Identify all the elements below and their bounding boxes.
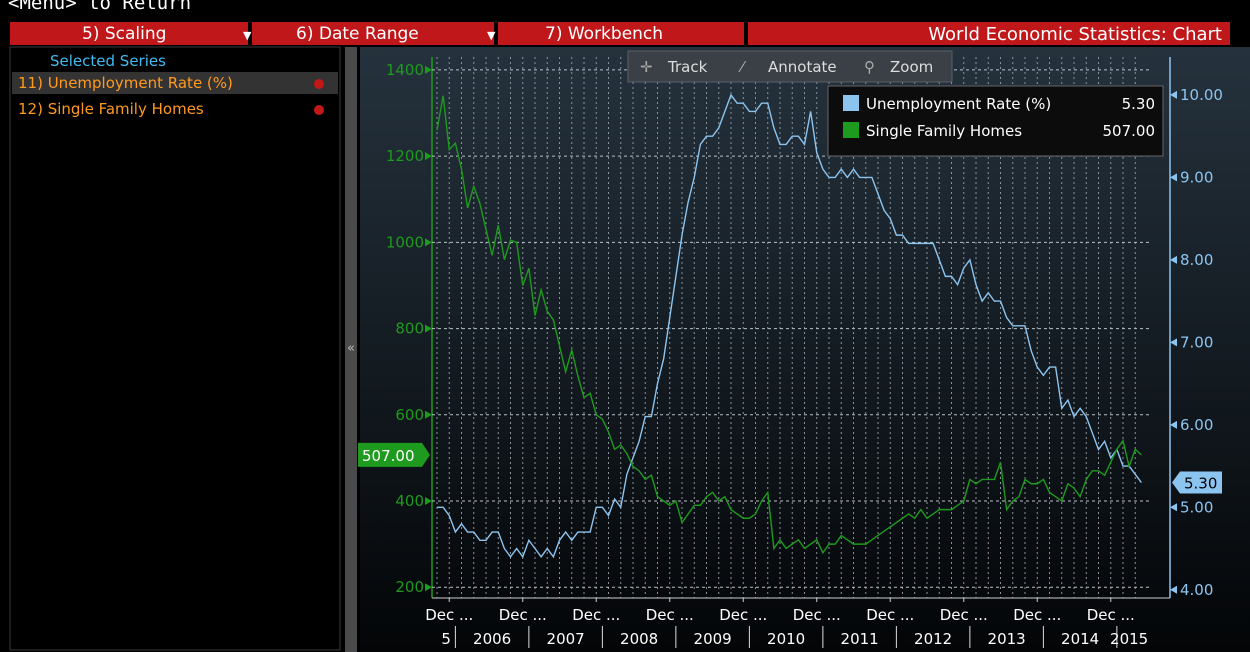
title-bar	[748, 22, 1230, 45]
y2-tick	[1170, 173, 1177, 182]
legend-swatch	[843, 95, 859, 111]
value-tag-label: 5.30	[1184, 475, 1217, 493]
toolbar-button[interactable]: Track	[667, 58, 708, 76]
value-tag	[1172, 471, 1222, 494]
y2-tick-label: 8.00	[1180, 251, 1213, 269]
menu-button[interactable]	[10, 22, 248, 45]
window-title: World Economic Statistics: Chart	[928, 24, 1222, 45]
year-label: 2006	[473, 630, 511, 648]
toolbar-button[interactable]: Annotate	[768, 58, 837, 76]
legend	[827, 85, 1164, 157]
y2-tick-label: 10.00	[1180, 86, 1223, 104]
y2-tick	[1170, 255, 1177, 264]
top-hint: <Menu> to Return	[8, 0, 191, 14]
menu-label[interactable]: 6) Date Range	[296, 24, 419, 44]
y-tick	[425, 152, 432, 161]
year-label: 2015	[1110, 630, 1148, 648]
value-tag-label: 507.00	[362, 447, 415, 465]
remove-icon[interactable]	[314, 79, 324, 89]
x-tick-label: Dec ...	[1087, 606, 1135, 624]
y-tick	[425, 324, 432, 333]
y-tick-label: 200	[395, 578, 424, 596]
year-label: 2008	[620, 630, 658, 648]
remove-icon[interactable]	[314, 105, 324, 115]
x-tick-label: Dec ...	[719, 606, 767, 624]
y-tick	[425, 238, 432, 247]
y2-tick-label: 5.00	[1180, 498, 1213, 516]
y2-tick	[1170, 90, 1177, 99]
y-tick	[425, 65, 432, 74]
year-label: 2010	[767, 630, 805, 648]
year-label: 2007	[547, 630, 585, 648]
legend-value: 507.00	[1103, 122, 1156, 140]
annotate-icon[interactable]: ⁄	[738, 58, 747, 76]
x-tick-label: Dec ...	[425, 606, 473, 624]
year-label: 5	[441, 630, 451, 648]
sidebar-header: Selected Series	[50, 52, 166, 70]
y2-tick-label: 7.00	[1180, 333, 1213, 351]
toolbar-button[interactable]: Zoom	[890, 58, 933, 76]
y-tick-label: 400	[395, 492, 424, 510]
legend-value: 5.30	[1122, 95, 1155, 113]
toolbar	[627, 50, 953, 83]
y-tick-label: 1400	[386, 61, 424, 79]
zoom-icon[interactable]: ⚲	[864, 58, 875, 76]
menu-button[interactable]	[498, 22, 744, 45]
series-item[interactable]: 12) Single Family Homes	[18, 100, 204, 118]
y-tick-label: 800	[395, 320, 424, 338]
selected-row[interactable]	[12, 72, 338, 94]
x-tick-label: Dec ...	[866, 606, 914, 624]
splitter[interactable]	[345, 47, 357, 652]
legend-label: Single Family Homes	[866, 122, 1022, 140]
legend-label: Unemployment Rate (%)	[866, 95, 1051, 113]
dropdown-arrow[interactable]: ▼	[243, 29, 252, 42]
y2-tick	[1170, 338, 1177, 347]
y2-tick	[1170, 420, 1177, 429]
dropdown-arrow[interactable]: ▼	[487, 29, 496, 42]
series-line	[436, 95, 1142, 555]
series-line	[437, 93, 1142, 559]
series-item[interactable]: 11) Unemployment Rate (%)	[18, 74, 233, 92]
sidebar	[9, 46, 341, 651]
menu-label[interactable]: 7) Workbench	[545, 24, 663, 44]
y-tick	[425, 497, 432, 506]
year-label: 2014	[1061, 630, 1099, 648]
x-tick-label: Dec ...	[940, 606, 988, 624]
x-tick-label: Dec ...	[646, 606, 694, 624]
y-tick	[425, 583, 432, 592]
track-icon[interactable]: ✛	[640, 58, 653, 76]
y2-tick	[1170, 503, 1177, 512]
legend-swatch	[843, 122, 859, 138]
y-tick-label: 600	[395, 406, 424, 424]
y-tick-label: 1200	[386, 147, 424, 165]
x-tick-label: Dec ...	[572, 606, 620, 624]
year-label: 2011	[841, 630, 879, 648]
year-label: 2013	[988, 630, 1026, 648]
y2-tick-label: 9.00	[1180, 168, 1213, 186]
year-label: 2009	[694, 630, 732, 648]
value-tag	[358, 442, 430, 467]
x-tick-label: Dec ...	[1013, 606, 1061, 624]
y2-tick-label: 4.00	[1180, 581, 1213, 599]
collapse-icon[interactable]: «	[347, 341, 355, 356]
year-label: 2012	[914, 630, 952, 648]
x-tick-label: Dec ...	[793, 606, 841, 624]
x-tick-label: Dec ...	[499, 606, 547, 624]
y2-tick	[1170, 585, 1177, 594]
menu-label[interactable]: 5) Scaling	[82, 24, 166, 44]
y2-tick-label: 6.00	[1180, 416, 1213, 434]
y-tick	[425, 410, 432, 419]
menu-button[interactable]	[252, 22, 494, 45]
y-tick-label: 1000	[386, 233, 424, 251]
